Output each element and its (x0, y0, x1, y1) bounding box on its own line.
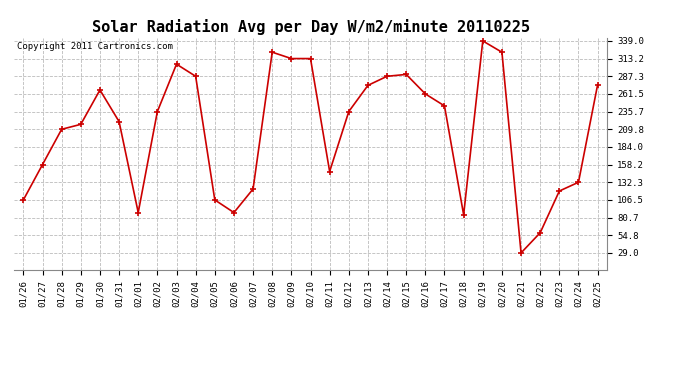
Title: Solar Radiation Avg per Day W/m2/minute 20110225: Solar Radiation Avg per Day W/m2/minute … (92, 19, 529, 35)
Text: Copyright 2011 Cartronics.com: Copyright 2011 Cartronics.com (17, 42, 172, 51)
